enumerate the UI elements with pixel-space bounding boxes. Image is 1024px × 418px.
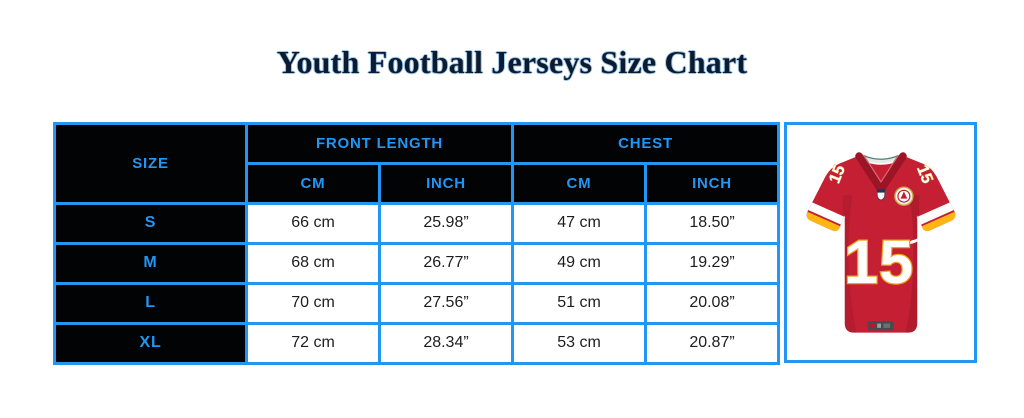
- table-row: XL 72 cm 28.34” 53 cm 20.87”: [53, 321, 780, 365]
- collar-stripe: [863, 155, 898, 161]
- jersey-number: 15: [844, 228, 914, 296]
- front-inch-cell: 28.34”: [378, 321, 514, 365]
- front-cm-cell: 68 cm: [245, 241, 381, 285]
- front-cm-cell: 66 cm: [245, 201, 381, 245]
- subcol-front-inch: INCH: [378, 161, 514, 205]
- jersey-graphic: 15 15 15: [806, 152, 955, 333]
- chest-cm-cell: 53 cm: [511, 321, 647, 365]
- nfl-shield-icon: [876, 189, 885, 201]
- front-inch-cell: 27.56”: [378, 281, 514, 325]
- front-cm-cell: 72 cm: [245, 321, 381, 365]
- page-title: Youth Football Jerseys Size Chart: [276, 44, 748, 80]
- subcol-front-cm: CM: [245, 161, 381, 205]
- chest-cm-cell: 47 cm: [511, 201, 647, 245]
- subcol-chest-inch: INCH: [644, 161, 780, 205]
- front-inch-cell: 25.98”: [378, 201, 514, 245]
- table-row: S 66 cm 25.98” 47 cm 18.50”: [53, 201, 780, 245]
- col-group-chest: CHEST: [511, 121, 780, 165]
- front-cm-cell: 70 cm: [245, 281, 381, 325]
- table-row: L 70 cm 27.56” 51 cm 20.08”: [53, 281, 780, 325]
- size-cell: M: [53, 241, 248, 285]
- header-row-units: CM INCH CM INCH: [55, 161, 780, 205]
- team-patch-icon: [893, 186, 914, 207]
- front-inch-cell: 26.77”: [378, 241, 514, 285]
- jersey-photo: 15 15 15: [784, 121, 977, 363]
- col-header-size: SIZE: [53, 121, 248, 205]
- size-chart-section: SIZE FRONT LENGTH CHEST CM INCH CM INCH …: [53, 121, 1024, 365]
- chest-inch-cell: 19.29”: [644, 241, 780, 285]
- chest-inch-cell: 20.08”: [644, 281, 780, 325]
- nike-swoosh-icon: [908, 232, 925, 245]
- subcol-chest-cm: CM: [511, 161, 647, 205]
- size-cell: S: [53, 201, 248, 245]
- size-cell: L: [53, 281, 248, 325]
- chest-cm-cell: 49 cm: [511, 241, 647, 285]
- table-row: M 68 cm 26.77” 49 cm 19.29”: [53, 241, 780, 285]
- chest-cm-cell: 51 cm: [511, 281, 647, 325]
- col-group-front-length: FRONT LENGTH: [245, 121, 514, 165]
- jersey-body: [806, 157, 955, 333]
- header-row-groups: SIZE FRONT LENGTH CHEST: [53, 121, 780, 205]
- jersey-shading: [842, 195, 919, 333]
- size-chart-table: SIZE FRONT LENGTH CHEST CM INCH CM INCH …: [53, 121, 780, 365]
- size-cell: XL: [53, 321, 248, 365]
- chest-inch-cell: 18.50”: [644, 201, 780, 245]
- chest-inch-cell: 20.87”: [644, 321, 780, 365]
- collar-edge: [862, 155, 899, 184]
- jock-tag: [867, 321, 893, 331]
